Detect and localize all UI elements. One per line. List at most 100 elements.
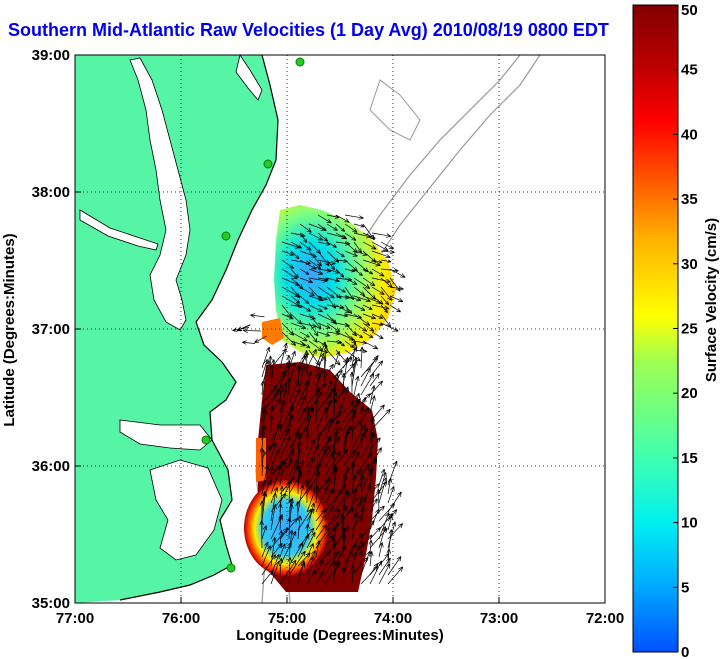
velocity-vector — [299, 241, 312, 251]
velocity-vector — [326, 259, 336, 271]
velocity-vector — [351, 375, 360, 405]
radar-site-marker — [295, 57, 305, 67]
velocity-vector — [362, 313, 376, 320]
velocity-vector — [376, 488, 381, 513]
velocity-vector — [369, 385, 376, 405]
velocity-vector — [353, 286, 366, 297]
velocity-vector — [315, 485, 329, 513]
velocity-vector — [341, 527, 347, 549]
velocity-vector — [308, 259, 322, 269]
velocity-vector — [371, 232, 392, 238]
velocity-vector — [315, 514, 327, 531]
velocity-vector — [270, 560, 280, 585]
velocity-vector — [360, 519, 375, 540]
velocity-vector — [359, 346, 365, 369]
velocity-vector — [380, 313, 392, 328]
velocity-vector — [371, 268, 385, 277]
velocity-vector — [260, 449, 266, 477]
velocity-vector — [371, 241, 389, 252]
velocity-vector — [324, 508, 341, 531]
radar-site-marker — [221, 231, 231, 241]
velocity-vector — [351, 360, 358, 387]
velocity-vector — [306, 438, 316, 459]
velocity-vector — [369, 455, 377, 486]
y-tick-label: 38:00 — [32, 184, 70, 201]
velocity-vector — [315, 436, 332, 459]
velocity-vector — [270, 442, 277, 459]
velocity-vector — [287, 517, 292, 540]
velocity-vector — [296, 364, 302, 387]
velocity-vector — [389, 286, 404, 291]
velocity-vector — [270, 359, 276, 387]
velocity-vector — [317, 232, 329, 242]
velocity-vector — [324, 505, 334, 522]
velocity-vector — [261, 445, 272, 459]
velocity-vector — [270, 542, 283, 558]
velocity-vector — [360, 565, 379, 585]
velocity-vector — [317, 286, 335, 299]
velocity-vector — [306, 486, 317, 513]
velocity-vector — [317, 322, 331, 329]
velocity-vector — [306, 569, 317, 585]
velocity-vector — [378, 477, 388, 504]
velocity-vector — [232, 327, 250, 332]
velocity-vector — [288, 459, 298, 477]
velocity-vector — [360, 550, 371, 576]
velocity-vector — [317, 331, 331, 337]
velocity-vector — [333, 350, 341, 369]
velocity-vector — [378, 563, 391, 585]
velocity-vector — [299, 286, 315, 297]
velocity-vector — [315, 524, 327, 540]
velocity-vector — [290, 286, 301, 299]
velocity-vector — [358, 467, 364, 486]
velocity-vector — [362, 277, 376, 287]
velocity-vector — [387, 521, 397, 549]
velocity-vector — [387, 566, 404, 585]
velocity-vector — [308, 250, 322, 267]
velocity-vector — [290, 304, 303, 309]
velocity-vector — [380, 295, 390, 306]
velocity-vector — [332, 465, 338, 495]
velocity-vector — [288, 542, 304, 567]
velocity-vector — [324, 418, 334, 441]
velocity-vector — [299, 268, 310, 275]
velocity-vector — [326, 349, 341, 366]
velocity-vector — [362, 304, 373, 310]
velocity-vector — [324, 437, 340, 459]
velocity-vector — [306, 444, 320, 468]
velocity-vector — [261, 464, 270, 495]
velocity-vector — [362, 340, 379, 350]
velocity-vector — [351, 495, 364, 522]
velocity-vector — [308, 331, 318, 343]
velocity-vector — [378, 526, 387, 549]
velocity-vector — [279, 428, 290, 450]
velocity-vector — [270, 537, 277, 567]
velocity-vector — [306, 412, 311, 441]
velocity-vector — [295, 501, 300, 522]
velocity-vector — [324, 380, 333, 396]
velocity-vector — [371, 286, 385, 295]
velocity-vector — [297, 533, 310, 558]
velocity-vector — [299, 331, 310, 338]
north-orange-edge — [262, 318, 284, 345]
velocity-vector — [380, 249, 395, 255]
y-tick-label: 37:00 — [32, 321, 70, 338]
colorbar-label: Surface Velocity (cm/s) — [703, 218, 720, 382]
velocity-vector — [360, 373, 375, 396]
colorbar-tick-label: 35 — [681, 191, 698, 208]
velocity-vector — [290, 268, 299, 278]
velocity-vector — [389, 268, 406, 278]
velocity-vector — [306, 382, 327, 405]
velocity-vector — [389, 304, 401, 313]
velocity-vector — [308, 232, 324, 241]
albemarle-sound — [119, 419, 213, 451]
velocity-vector — [290, 250, 300, 260]
velocity-vector — [297, 515, 303, 540]
velocity-vector — [299, 232, 308, 244]
velocity-vector — [278, 503, 283, 522]
velocity-vector — [299, 259, 317, 270]
velocity-vector — [261, 346, 271, 369]
velocity-vector — [369, 527, 381, 540]
velocity-vector — [297, 552, 311, 567]
velocity-vector — [342, 534, 347, 558]
